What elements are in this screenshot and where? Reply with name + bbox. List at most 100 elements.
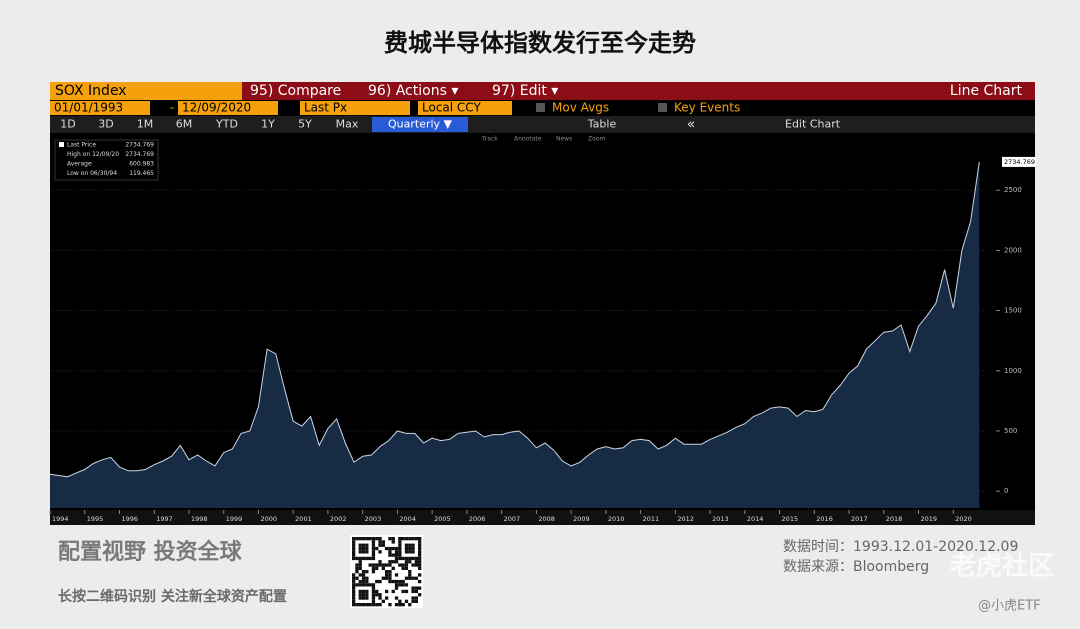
button-bar [50, 116, 1035, 133]
qr-module [411, 550, 415, 554]
qr-module [361, 603, 366, 607]
menu-bar [242, 82, 1035, 100]
frequency[interactable]: Quarterly ▼ [388, 118, 453, 131]
x-tick-label: 2010 [608, 515, 625, 523]
qr-module [371, 556, 376, 561]
menu-item[interactable]: 97) Edit ▾ [492, 83, 558, 99]
qr-module [352, 540, 356, 544]
x-tick-label: 2020 [955, 515, 972, 523]
qr-module [361, 556, 366, 561]
qr-module [378, 579, 382, 584]
qr-module [411, 589, 415, 594]
table-button[interactable]: Table [587, 118, 617, 131]
last-value-box [1002, 156, 1036, 167]
x-tick-label: 2016 [816, 515, 833, 523]
qr-module [352, 589, 356, 594]
period-button[interactable]: 1D [60, 118, 75, 131]
qr-module [361, 593, 366, 597]
qr-module [388, 550, 392, 554]
qr-module [352, 603, 356, 607]
y-tick-label: 2500 [1004, 186, 1022, 194]
qr-module [368, 556, 372, 561]
period-button[interactable]: 5Y [298, 118, 312, 131]
qr-module [394, 546, 399, 551]
qr-module [381, 563, 385, 567]
toggle[interactable]: Key Events [674, 101, 740, 115]
qr-module [368, 583, 372, 587]
period-button[interactable]: YTD [215, 118, 238, 131]
tool[interactable]: News [556, 136, 572, 143]
qr-module [418, 553, 422, 557]
qr-module [352, 583, 356, 587]
tool[interactable]: Track [481, 136, 498, 143]
qr-module [391, 553, 395, 557]
qr-module [355, 576, 359, 580]
qr-module [352, 586, 356, 590]
qr-module [361, 573, 366, 577]
end-date[interactable]: 12/09/2020 [182, 101, 251, 115]
qr-module [414, 537, 418, 541]
qr-module [391, 589, 395, 594]
qr-module [388, 603, 392, 607]
toggle[interactable]: Mov Avgs [552, 101, 609, 115]
security-box[interactable] [50, 82, 242, 100]
qr-module [368, 537, 372, 541]
checkbox[interactable] [658, 103, 667, 112]
input-box[interactable] [418, 101, 512, 115]
qr-module [404, 566, 409, 570]
menu-item[interactable]: 96) Actions ▾ [368, 83, 458, 99]
qr-module [355, 566, 359, 570]
input-box[interactable] [300, 101, 410, 115]
qr-module [411, 546, 415, 551]
x-tick-label: 2018 [886, 515, 903, 523]
date-separator: - [170, 101, 174, 115]
qr-module [418, 537, 422, 541]
qr-module [398, 563, 402, 567]
tool[interactable]: Annotate [514, 136, 542, 143]
y-tick-label: 1500 [1004, 307, 1022, 315]
field[interactable]: Last Px [304, 101, 347, 115]
edit-chart[interactable]: Edit Chart [785, 118, 841, 131]
qr-module [398, 540, 402, 544]
x-tick-label: 1997 [156, 515, 173, 523]
frequency-box[interactable] [372, 117, 468, 132]
qr-module [368, 603, 372, 607]
qr-module [385, 570, 389, 574]
x-tick-label: 2014 [747, 515, 764, 523]
qr-module [358, 543, 362, 547]
qr-module [394, 560, 399, 564]
qr-module [358, 550, 362, 554]
menu-item[interactable]: 95) Compare [250, 83, 341, 99]
qr-module [411, 537, 415, 541]
period-button[interactable]: Max [336, 118, 359, 131]
currency[interactable]: Local CCY [422, 101, 481, 115]
qr-module [375, 579, 379, 584]
qr-module [411, 576, 415, 580]
input-box[interactable] [178, 101, 278, 115]
security[interactable]: SOX Index [55, 83, 127, 99]
qr-module [352, 553, 356, 557]
qr-module [394, 583, 399, 587]
qr-module [378, 550, 382, 554]
input-box[interactable] [50, 101, 150, 115]
start-date[interactable]: 01/01/1993 [54, 101, 123, 115]
qr-module [401, 566, 405, 570]
qr-module [361, 589, 366, 594]
qr-module [394, 573, 399, 577]
checkbox[interactable] [536, 103, 545, 112]
qr-module [414, 563, 418, 567]
y-tick-label: 1000 [1004, 367, 1022, 375]
qr-module [365, 546, 369, 551]
back-button[interactable]: « [687, 117, 696, 133]
qr-module [371, 596, 376, 600]
period-button[interactable]: 3D [98, 118, 113, 131]
qr-module [371, 583, 376, 587]
period-button[interactable]: 1Y [261, 118, 275, 131]
qr-module [368, 563, 372, 567]
period-button[interactable]: 6M [176, 118, 193, 131]
qr-module [401, 537, 405, 541]
y-tick-label: 500 [1004, 427, 1017, 435]
period-button[interactable]: 1M [137, 118, 154, 131]
qr-module [404, 556, 409, 561]
tool[interactable]: Zoom [588, 136, 605, 143]
